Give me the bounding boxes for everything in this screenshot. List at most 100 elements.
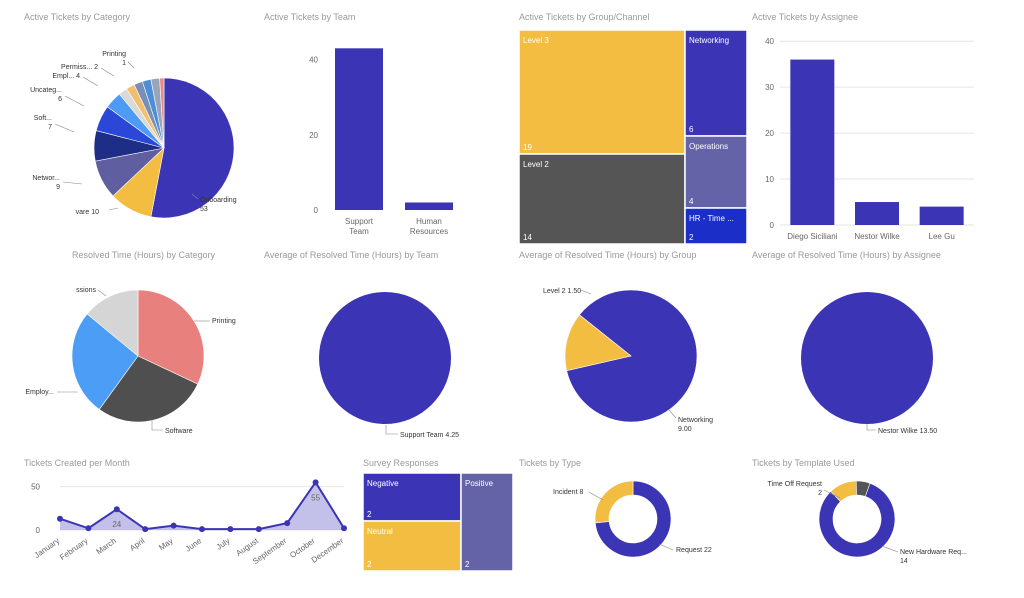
x-tick-label: December bbox=[310, 536, 346, 565]
resolved-by-category-pie[interactable]: Printing Software Employ... ssions bbox=[25, 250, 262, 445]
leader-line bbox=[108, 207, 119, 211]
leader-line bbox=[82, 76, 99, 87]
resolved-by-assignee-pie[interactable]: Nestor Wilke 13.50 bbox=[752, 250, 1002, 445]
y-tick-label: 40 bbox=[309, 56, 318, 65]
chart-title: Average of Resolved Time (Hours) by Assi… bbox=[752, 250, 941, 260]
leader-line bbox=[100, 67, 115, 77]
leader-line bbox=[588, 491, 604, 501]
panel-tickets-by-template[interactable]: Tickets by Template Used New Hardware Re… bbox=[752, 458, 1002, 588]
bar bbox=[919, 206, 964, 225]
x-tick-label: Support bbox=[345, 217, 374, 226]
tickets-by-type-donut[interactable]: Request 22 Incident 8 bbox=[519, 458, 749, 588]
data-point bbox=[113, 506, 120, 513]
tile-value: 2 bbox=[465, 560, 470, 569]
pie-slice bbox=[855, 480, 871, 497]
pie-slice bbox=[801, 292, 933, 424]
active-by-group-treemap[interactable]: Level 3 19 Level 2 14 Networking 6 Operations 4… bbox=[518, 12, 748, 245]
x-tick-label: Lee Gu bbox=[929, 232, 955, 241]
x-tick-label: June bbox=[184, 536, 204, 554]
tile-value: 4 bbox=[689, 197, 694, 206]
resolved-by-group-pie[interactable]: Networking 9.00 Level 2 1.50 bbox=[519, 250, 749, 445]
x-tick-label: May bbox=[157, 536, 175, 552]
tile-value: 6 bbox=[689, 125, 694, 134]
pie-slice bbox=[818, 482, 896, 558]
y-tick-label: 10 bbox=[765, 175, 774, 184]
panel-active-by-group[interactable]: Active Tickets by Group/Channel Level 3 1… bbox=[518, 12, 748, 245]
data-point bbox=[170, 522, 177, 529]
tile-label: Negative bbox=[367, 479, 399, 488]
x-tick-label: July bbox=[215, 536, 232, 552]
data-label: Request 22 bbox=[676, 547, 712, 554]
data-label: 7 bbox=[48, 124, 52, 131]
panel-resolved-by-team[interactable]: Average of Resolved Time (Hours) by Team… bbox=[264, 250, 504, 445]
leader-line bbox=[54, 123, 75, 133]
pie-slice bbox=[71, 313, 139, 410]
x-tick-label: February bbox=[58, 536, 89, 562]
x-tick-label: January bbox=[33, 536, 61, 560]
chart-title: Active Tickets by Category bbox=[24, 12, 131, 22]
data-label: New Hardware Req... bbox=[900, 549, 967, 556]
pie-slice bbox=[159, 77, 165, 149]
tile-label: Positive bbox=[465, 479, 494, 488]
treemap-tile bbox=[684, 207, 748, 245]
data-label: Uncateg... bbox=[30, 87, 62, 94]
panel-tickets-per-month[interactable]: Tickets Created per Month 0 50 January Febr… bbox=[24, 458, 354, 588]
active-by-assignee-bar[interactable]: 0 10 20 30 40 Diego Siciliani Nestor Wilke Lee … bbox=[752, 12, 980, 244]
data-label: 1 bbox=[122, 60, 126, 67]
tile-value: 2 bbox=[689, 233, 694, 242]
data-label: Printing bbox=[102, 51, 126, 58]
x-tick-label: Team bbox=[349, 227, 369, 236]
pie-slice bbox=[150, 77, 235, 219]
bar bbox=[405, 202, 453, 210]
leader-line bbox=[151, 420, 163, 431]
chart-title: Average of Resolved Time (Hours) by Grou… bbox=[519, 250, 697, 260]
panel-resolved-by-group[interactable]: Average of Resolved Time (Hours) by Grou… bbox=[519, 250, 749, 445]
panel-resolved-by-assignee[interactable]: Average of Resolved Time (Hours) by Assi… bbox=[752, 250, 1002, 445]
treemap-tile bbox=[684, 29, 748, 137]
tickets-by-template-donut[interactable]: New Hardware Req... 14 Time Off Request 2 bbox=[752, 458, 1002, 588]
data-point bbox=[255, 526, 262, 533]
data-point bbox=[227, 526, 234, 533]
panel-resolved-by-category[interactable]: Resolved Time (Hours) by Category Printi… bbox=[25, 250, 262, 445]
pie-slice bbox=[594, 480, 672, 558]
chart-title: Active Tickets by Team bbox=[264, 12, 356, 22]
treemap-tile bbox=[362, 520, 462, 572]
resolved-by-team-pie[interactable]: Support Team 4.25 bbox=[264, 250, 504, 445]
data-label: Incident 8 bbox=[553, 489, 583, 496]
tile-value: 19 bbox=[523, 143, 532, 152]
data-label: Software bbox=[165, 428, 193, 435]
survey-responses-treemap[interactable]: Negative 2 Neutral 2 Positive 2 bbox=[362, 458, 515, 573]
panel-survey-responses[interactable]: Survey Responses Negative 2 Neutral 2 Positi… bbox=[362, 458, 515, 573]
pie-slice bbox=[137, 289, 205, 385]
leader-line bbox=[64, 95, 85, 107]
active-by-category-pie[interactable]: Onboarding 53 vare 10 Networ... 9 Soft... 7 Unc… bbox=[24, 12, 254, 232]
data-point bbox=[142, 526, 149, 533]
y-tick-label: 40 bbox=[765, 37, 774, 46]
panel-active-by-assignee[interactable]: Active Tickets by Assignee 0 10 20 30 40 Dieg… bbox=[752, 12, 980, 244]
tile-value: 14 bbox=[523, 233, 532, 242]
tile-label: Level 3 bbox=[523, 36, 549, 45]
data-label: Soft... bbox=[34, 115, 52, 122]
data-label: ssions bbox=[76, 287, 96, 294]
x-tick-label: March bbox=[95, 536, 118, 556]
pie-slice bbox=[564, 314, 632, 372]
data-label: 6 bbox=[58, 96, 62, 103]
data-point bbox=[199, 526, 205, 533]
panel-tickets-by-type[interactable]: Tickets by Type Request 22 Incident 8 bbox=[519, 458, 749, 588]
panel-active-by-team[interactable]: Active Tickets by Team 0 20 40 Support Team H… bbox=[264, 12, 484, 242]
tile-label: Networking bbox=[689, 36, 729, 45]
bar bbox=[855, 202, 899, 225]
bar bbox=[335, 48, 383, 210]
leader-line bbox=[127, 61, 135, 69]
panel-active-by-category[interactable]: Active Tickets by Category Onboarding 53 v… bbox=[24, 12, 254, 232]
pie-slice bbox=[98, 355, 199, 423]
y-tick-label: 30 bbox=[765, 83, 774, 92]
bar bbox=[790, 59, 835, 226]
data-point bbox=[341, 525, 347, 532]
data-point bbox=[284, 520, 291, 527]
y-tick-label: 0 bbox=[770, 221, 775, 230]
data-label: 9 bbox=[56, 184, 60, 191]
x-tick-label: Diego Siciliani bbox=[787, 232, 837, 241]
